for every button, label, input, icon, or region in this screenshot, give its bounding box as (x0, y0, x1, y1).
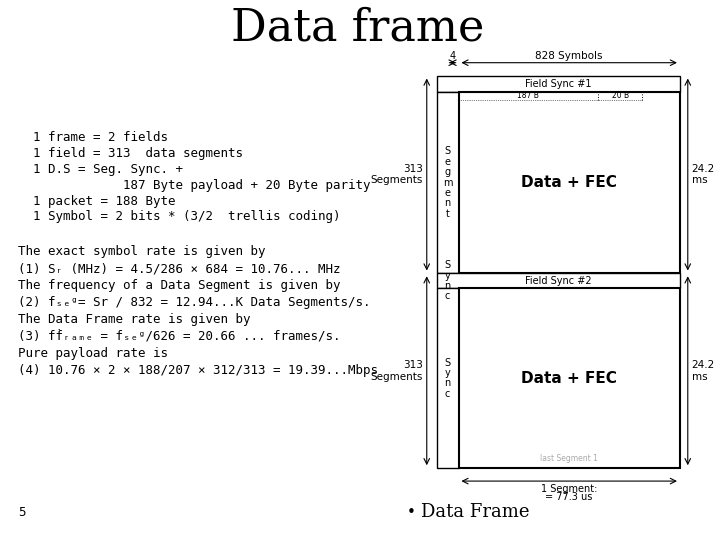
Bar (437, 288, 459, 468)
Text: Data + FEC: Data + FEC (521, 371, 617, 386)
Text: The frequency of a Data Segment is given by: The frequency of a Data Segment is given… (18, 279, 341, 292)
Text: (4) 10.76 × 2 × 188/207 × 312/313 = 19.39...Mbps: (4) 10.76 × 2 × 188/207 × 312/313 = 19.3… (18, 364, 378, 377)
Text: 313
Segments: 313 Segments (370, 360, 423, 382)
Text: S
y
n
c: S y n c (444, 260, 451, 301)
Text: •: • (407, 504, 415, 519)
Bar (437, 92, 459, 273)
Text: 24.2
ms: 24.2 ms (692, 164, 715, 185)
Text: 187 B: 187 B (517, 91, 539, 100)
Text: 187 Byte payload + 20 Byte parity: 187 Byte payload + 20 Byte parity (18, 179, 370, 192)
Text: S
e
g
m
e
n
t: S e g m e n t (443, 146, 452, 219)
Text: 1 Symbol = 2 bits * (3/2  trellis coding): 1 Symbol = 2 bits * (3/2 trellis coding) (18, 211, 341, 224)
Text: The Data Frame rate is given by: The Data Frame rate is given by (18, 313, 251, 326)
Text: Data frame: Data frame (230, 6, 484, 49)
Bar (437, 273, 680, 288)
Text: last Segment 1: last Segment 1 (540, 454, 598, 463)
Text: Field Sync #1: Field Sync #1 (525, 79, 592, 89)
Text: The exact symbol rate is given by: The exact symbol rate is given by (18, 246, 266, 259)
Text: 313
Segments: 313 Segments (370, 164, 423, 185)
Text: (2) fₛₑᵍ= Sr / 832 = 12.94...K Data Segments/s.: (2) fₛₑᵍ= Sr / 832 = 12.94...K Data Segm… (18, 296, 370, 309)
Text: 1 frame = 2 fields: 1 frame = 2 fields (18, 131, 168, 144)
Text: (3) fḟᵣₐₘₑ = fₛₑᵍ/626 = 20.66 ... frames/s.: (3) fḟᵣₐₘₑ = fₛₑᵍ/626 = 20.66 ... frames… (18, 330, 341, 343)
Text: 20 B: 20 B (611, 91, 629, 100)
Text: 1 Segment:: 1 Segment: (541, 484, 598, 494)
Text: 5: 5 (18, 505, 25, 518)
Text: 828 Symbols: 828 Symbols (536, 51, 603, 60)
Text: 24.2
ms: 24.2 ms (692, 360, 715, 382)
Text: 4: 4 (449, 51, 456, 60)
Bar (459, 288, 680, 468)
Text: Field Sync #2: Field Sync #2 (525, 276, 592, 286)
Text: = 77.3 us: = 77.3 us (546, 492, 593, 502)
Text: 1 packet = 188 Byte: 1 packet = 188 Byte (18, 194, 176, 207)
Text: 1 D.S = Seg. Sync. +: 1 D.S = Seg. Sync. + (18, 163, 183, 176)
Text: Data + FEC: Data + FEC (521, 175, 617, 190)
Text: S
y
n
c: S y n c (444, 357, 451, 399)
Text: Data Frame: Data Frame (420, 503, 529, 521)
Bar (437, 76, 680, 92)
Text: Pure payload rate is: Pure payload rate is (18, 347, 168, 360)
Text: (1) Sᵣ (MHz) = 4.5/286 × 684 = 10.76... MHz: (1) Sᵣ (MHz) = 4.5/286 × 684 = 10.76... … (18, 262, 341, 275)
Text: 1 field = 313  data segments: 1 field = 313 data segments (18, 146, 243, 160)
Bar (459, 92, 680, 273)
